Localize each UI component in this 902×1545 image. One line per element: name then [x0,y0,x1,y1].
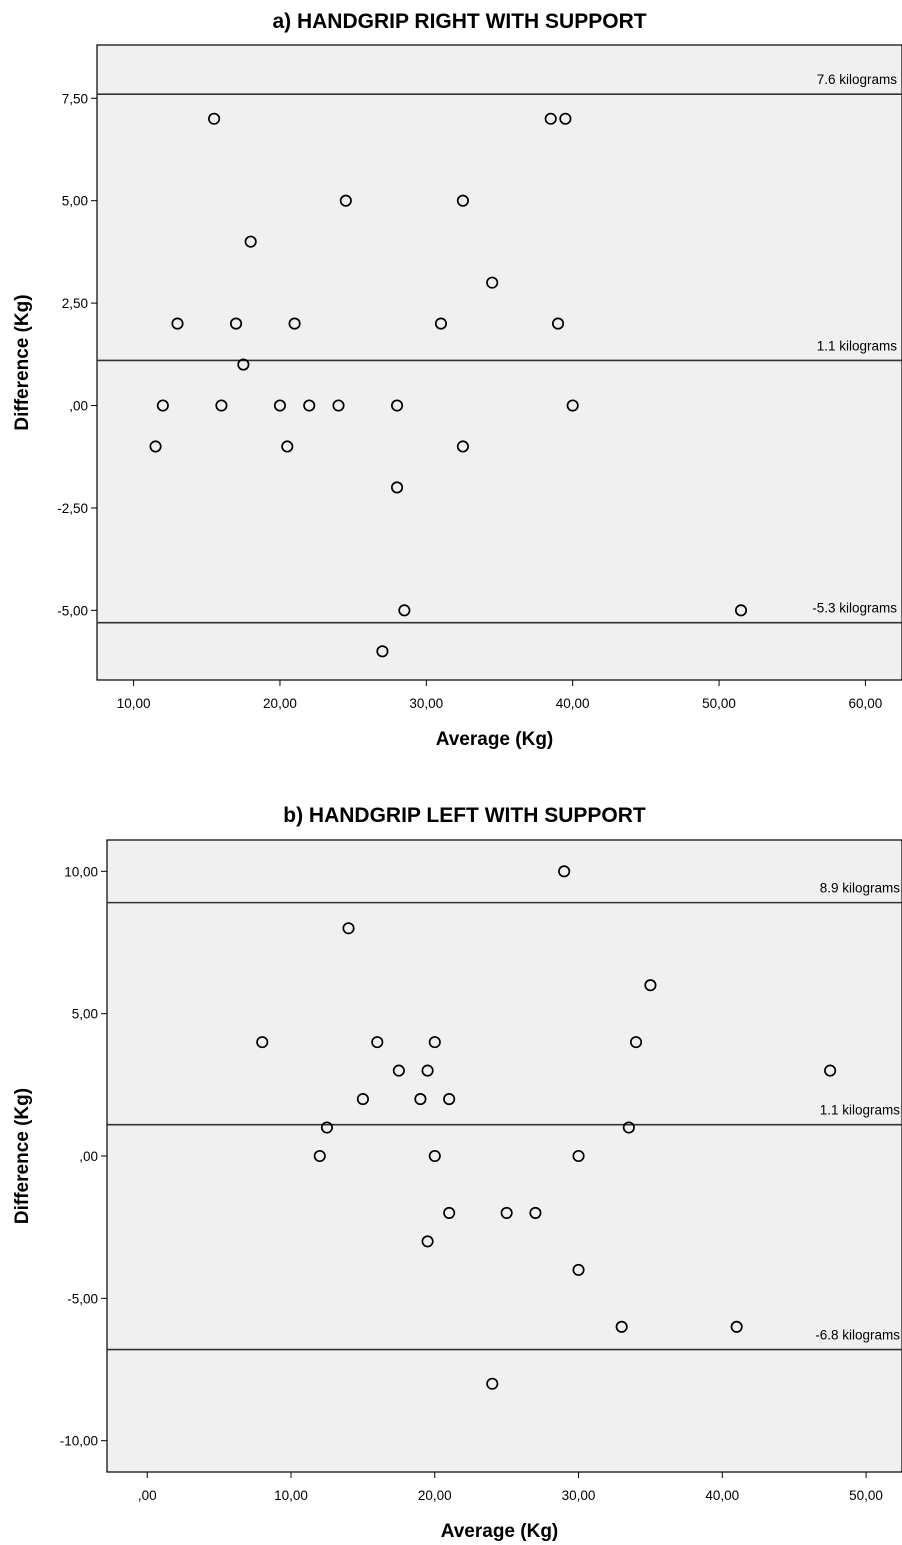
y-tick-label: ,00 [79,1149,98,1164]
y-axis-title: Difference (Kg) [12,1088,33,1224]
chart-b: b) HANDGRIP LEFT WITH SUPPORT Average (Kg… [12,804,902,1542]
data-point [486,276,499,289]
y-tick-label: -2,50 [57,501,88,516]
data-point [356,1093,369,1106]
data-point [149,440,162,453]
data-point [237,358,250,371]
reference-line-label: 7.6 kilograms [817,72,898,87]
data-point [320,1121,334,1134]
data-point [273,399,287,412]
data-point [486,1377,499,1390]
data-point [500,1206,513,1219]
x-tick-label: 20,00 [263,696,297,711]
data-point [244,235,257,248]
x-tick-label: 50,00 [702,696,736,711]
data-point [730,1320,743,1333]
data-point [342,922,355,935]
data-point [156,399,169,412]
data-point [421,1235,434,1248]
data-point [392,1064,405,1077]
reference-line-label: -6.8 kilograms [815,1328,900,1343]
chart-title: b) HANDGRIP LEFT WITH SUPPORT [283,804,646,827]
x-tick-label: 30,00 [562,1488,596,1503]
reference-line-label: 8.9 kilograms [820,881,901,896]
y-tick-label: 5,00 [62,194,88,209]
data-point [171,317,184,330]
y-tick-label: 2,50 [62,296,88,311]
y-tick-label: 10,00 [64,864,98,879]
chart-title: a) HANDGRIP RIGHT WITH SUPPORT [272,10,646,33]
x-tick-label: 20,00 [418,1488,452,1503]
data-point [229,317,243,330]
x-tick-label: 40,00 [556,696,590,711]
data-point [281,440,294,453]
data-point [421,1064,434,1077]
data-point [544,112,557,125]
x-axis-title: Average (Kg) [441,1521,559,1542]
reference-line-label: 1.1 kilograms [817,338,898,353]
x-axis-title: Average (Kg) [436,729,554,750]
x-tick-label: 60,00 [849,696,883,711]
data-point [428,1036,441,1049]
data-point [443,1206,456,1219]
plot-area [106,839,902,1473]
data-point [208,112,221,125]
y-tick-label: -5,00 [67,1291,98,1306]
y-tick-label: 5,00 [72,1007,98,1022]
data-point [824,1064,837,1077]
y-tick-label: -10,00 [60,1434,98,1449]
data-point [434,317,448,330]
data-point [629,1036,643,1049]
data-point [734,604,748,617]
data-point [215,399,228,412]
data-point [339,194,352,207]
data-point [622,1121,635,1134]
data-point [332,399,345,412]
x-tick-label: 50,00 [849,1488,883,1503]
x-tick-label: 10,00 [274,1488,308,1503]
chart-a: a) HANDGRIP RIGHT WITH SUPPORT Average (K… [12,10,902,750]
x-tick-label: 40,00 [705,1488,739,1503]
data-point [303,399,316,412]
reference-line-label: -5.3 kilograms [812,601,897,616]
data-point [572,1149,585,1163]
data-point [390,481,404,494]
data-point [428,1149,441,1163]
x-tick-label: ,00 [138,1488,157,1503]
data-point [443,1093,456,1106]
data-point [414,1093,427,1106]
x-tick-label: 30,00 [409,696,443,711]
data-point [313,1149,326,1163]
data-point [558,865,571,878]
x-tick-label: 10,00 [117,696,151,711]
data-point [559,112,572,125]
data-point [644,979,657,992]
data-point [288,317,301,330]
y-tick-label: -5,00 [57,603,88,618]
data-point [376,645,389,658]
y-axis-title: Difference (Kg) [12,294,33,430]
reference-line-label: 1.1 kilograms [820,1103,901,1118]
data-point [398,604,411,617]
data-point [390,399,404,412]
data-point [456,440,469,453]
data-point [551,317,565,330]
data-point [572,1263,585,1276]
data-point [456,194,469,207]
y-tick-label: ,00 [69,399,88,414]
data-point [566,399,579,412]
data-point [615,1320,628,1333]
data-point [371,1036,384,1049]
data-point [256,1036,269,1049]
plot-area [96,44,902,681]
data-point [529,1206,542,1219]
y-tick-label: 7,50 [62,91,88,106]
